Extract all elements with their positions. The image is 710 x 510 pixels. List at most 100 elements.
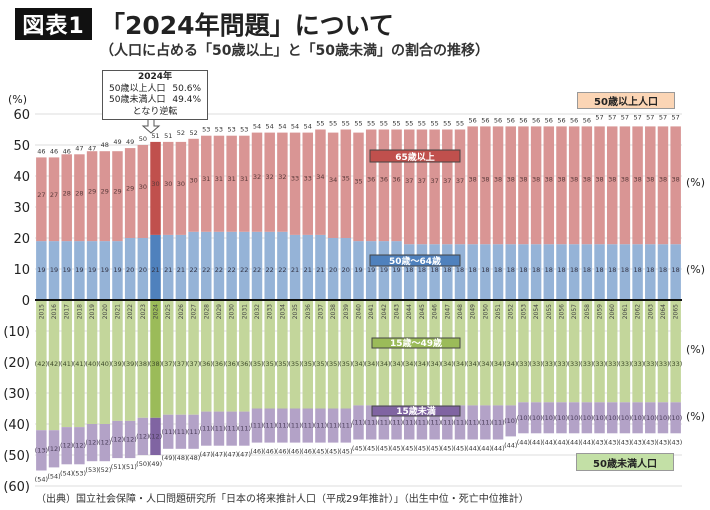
bar-age15-49	[124, 300, 136, 421]
bar-under15	[670, 402, 681, 434]
label-total-under50: (45)	[441, 445, 454, 453]
bar-age50-64	[315, 234, 326, 300]
bar-age15-49	[606, 300, 618, 403]
label-age15-49: (34)	[441, 360, 454, 368]
label-age65plus: 38	[608, 175, 616, 183]
label-age15-49: (39)	[123, 360, 136, 368]
x-tick-label: 2060	[609, 304, 616, 319]
x-tick-label: 2036	[305, 304, 312, 319]
label-total-under50: (54)	[60, 469, 73, 477]
bar-age65plus	[251, 132, 263, 232]
label-age65plus: 35	[342, 174, 350, 182]
bar-age65plus	[518, 126, 529, 245]
bar-age15-49	[480, 300, 491, 406]
bar-age15-49	[404, 300, 415, 406]
bar-age50-64	[239, 231, 250, 300]
label-under15: (12)	[73, 442, 86, 450]
x-tick-label: 2057	[571, 304, 578, 319]
y-tick-label: 0	[22, 294, 30, 309]
bar-age50-64	[442, 244, 453, 300]
label-age65plus: 38	[672, 175, 680, 183]
label-under15: (11)	[377, 418, 390, 426]
bar-age50-64	[581, 244, 593, 300]
label-age65plus: 38	[659, 175, 667, 183]
unit-marker: (%)	[686, 263, 705, 276]
label-total-under50: (44)	[479, 445, 492, 453]
label-age50-64: 18	[507, 266, 515, 274]
callout-note: となり逆転	[132, 106, 178, 117]
callout-arrow-icon	[141, 120, 161, 134]
label-under15: (11)	[441, 418, 454, 426]
label-total-over50: 57	[633, 113, 641, 121]
x-tick-label: 2016	[51, 304, 58, 319]
label-total-over50: 56	[469, 116, 477, 124]
x-tick-label: 2053	[520, 304, 527, 319]
label-age50-64: 19	[354, 266, 362, 274]
label-under15: (10)	[593, 414, 606, 422]
series-label-age15-49: 15歳～49歳	[390, 337, 442, 349]
x-tick-label: 2034	[279, 304, 286, 319]
bar-under15	[429, 405, 440, 440]
label-age65plus: 38	[621, 175, 629, 183]
bar-under15	[442, 405, 453, 440]
bar-age65plus	[48, 157, 60, 242]
label-age15-49: (35)	[276, 360, 289, 368]
label-under15: (11)	[339, 422, 352, 430]
label-total-over50: 46	[63, 147, 71, 155]
label-under15: (11)	[314, 422, 327, 430]
label-age65plus: 38	[519, 175, 527, 183]
bar-under15	[162, 414, 174, 449]
label-age65plus: 38	[494, 175, 502, 183]
bar-age65plus	[239, 135, 250, 232]
label-age15-49: (35)	[301, 360, 314, 368]
label-under15: (11)	[428, 418, 441, 426]
y-tick-label: 60	[13, 108, 30, 123]
x-tick-label: 2058	[584, 304, 591, 319]
label-age50-64: 22	[266, 266, 274, 274]
x-tick-label: 2050	[482, 304, 489, 319]
bar-under15	[492, 405, 504, 440]
label-total-under50: (43)	[644, 438, 657, 446]
label-age15-49: (33)	[606, 360, 619, 368]
label-age50-64: 18	[519, 266, 527, 274]
bar-age50-64	[201, 231, 212, 300]
label-total-under50: (49)	[162, 454, 175, 462]
bar-age65plus	[606, 126, 618, 245]
label-age15-49: (33)	[593, 360, 606, 368]
label-age50-64: 19	[392, 266, 400, 274]
label-age15-49: (33)	[517, 360, 530, 368]
label-age15-49: (34)	[428, 360, 441, 368]
label-total-over50: 55	[456, 120, 464, 128]
label-age65plus: 31	[202, 175, 210, 183]
label-age15-49: (34)	[415, 360, 428, 368]
x-tick-label: 2032	[254, 304, 261, 319]
bar-age15-49	[657, 300, 669, 403]
bar-age15-49	[340, 300, 352, 409]
bar-under15	[530, 402, 542, 434]
label-age15-49: (36)	[200, 360, 213, 368]
label-age15-49: (35)	[263, 360, 276, 368]
label-under15: (12)	[111, 436, 124, 444]
label-total-under50: (45)	[453, 445, 466, 453]
x-tick-label: 2040	[356, 304, 363, 319]
label-under15: (11)	[415, 418, 428, 426]
label-age15-49: (40)	[98, 360, 111, 368]
y-tick-label: (10)	[3, 325, 30, 340]
bar-age15-49	[289, 300, 301, 409]
label-total-over50: 57	[608, 113, 616, 121]
x-tick-label: 2031	[241, 304, 248, 319]
y-axis-unit: (%)	[8, 93, 27, 106]
bar-under15	[543, 402, 555, 434]
label-under15: (11)	[212, 425, 225, 433]
bar-age65plus	[556, 126, 567, 245]
label-total-under50: (46)	[288, 448, 301, 456]
label-total-under50: (44)	[580, 438, 593, 446]
label-age65plus: 30	[164, 180, 172, 188]
bar-under15	[568, 402, 580, 434]
y-tick-label: (40)	[3, 418, 30, 433]
bar-age15-49	[467, 300, 478, 406]
bar-under15	[302, 408, 313, 443]
callout-under50-label: 50歳未満人口	[109, 95, 166, 105]
x-tick-label: 2052	[508, 304, 515, 319]
